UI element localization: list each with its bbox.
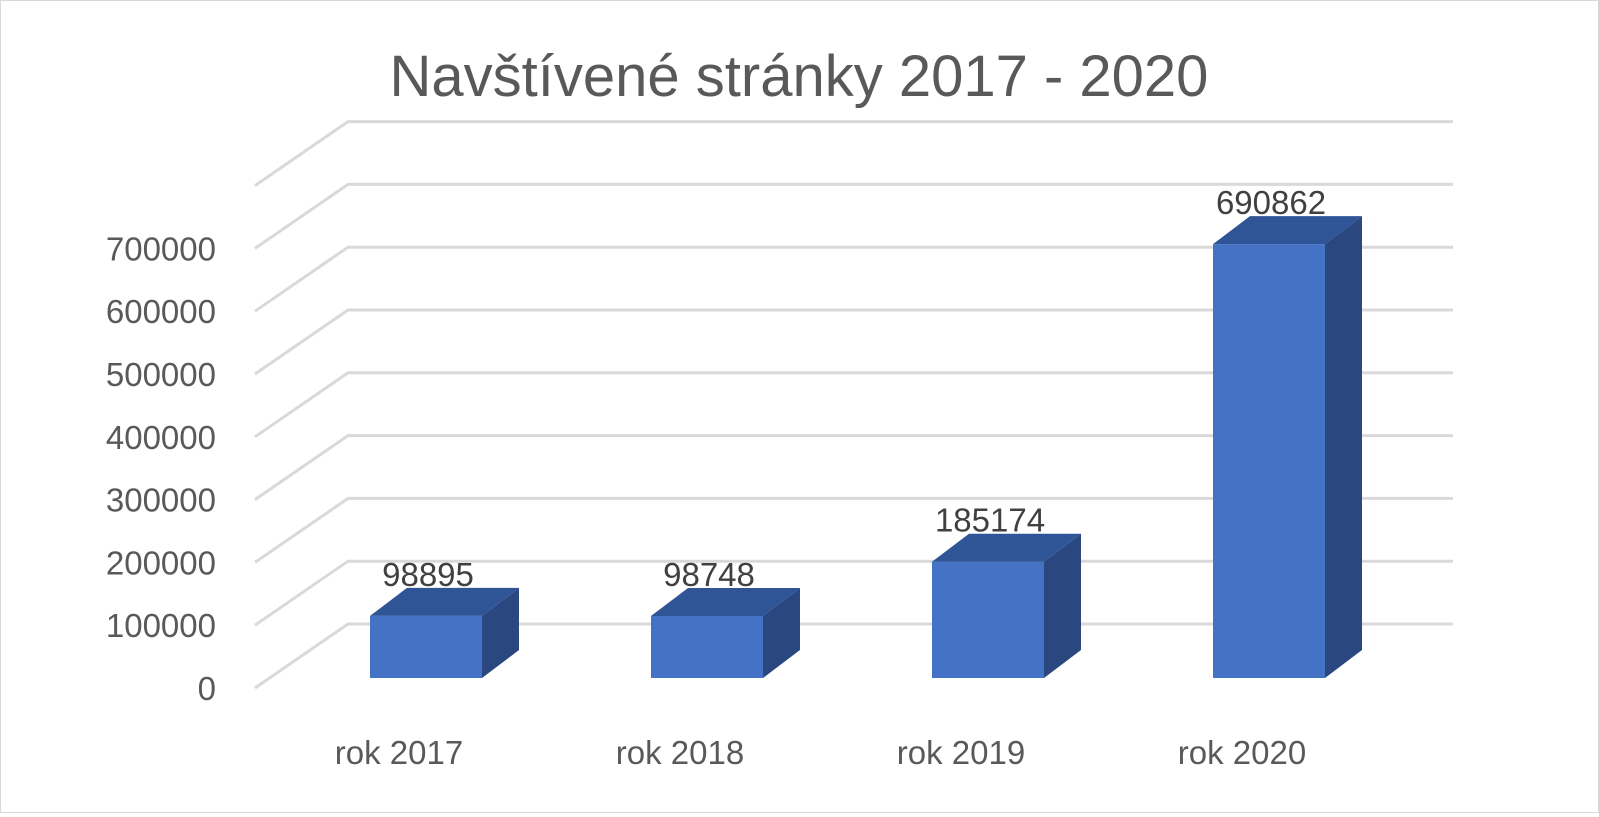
bars: 98895 98748 185174 690862 xyxy=(370,184,1362,678)
gridlines xyxy=(254,120,1453,690)
gridline xyxy=(254,245,1453,313)
y-tick-label: 300000 xyxy=(106,482,216,519)
bar xyxy=(932,533,1081,678)
bar-top xyxy=(651,587,800,616)
y-tick-label: 600000 xyxy=(106,293,216,330)
bar xyxy=(1213,216,1362,678)
gridline xyxy=(254,182,1453,250)
y-tick-label: 200000 xyxy=(106,544,216,581)
data-label: 98895 xyxy=(382,556,474,593)
y-axis-ticks: 0 100000 200000 300000 400000 500000 600000 700… xyxy=(106,230,216,707)
y-tick-label: 400000 xyxy=(106,419,216,456)
x-axis-categories: rok 2017 rok 2018 rok 2019 rok 2020 xyxy=(335,734,1306,771)
x-category-label: rok 2019 xyxy=(897,734,1025,771)
data-label: 690862 xyxy=(1216,184,1326,221)
y-tick-label: 700000 xyxy=(106,230,216,267)
data-label: 185174 xyxy=(935,502,1045,539)
data-label: 98748 xyxy=(663,556,755,593)
bar-top xyxy=(1213,216,1362,245)
gridline xyxy=(254,371,1453,439)
x-category-label: rok 2017 xyxy=(335,734,463,771)
gridline xyxy=(254,120,1453,187)
bar xyxy=(651,587,800,678)
gridline xyxy=(254,622,1453,690)
bar xyxy=(370,587,519,678)
gridline xyxy=(254,434,1453,501)
bar-top xyxy=(932,533,1081,562)
bar-side xyxy=(1044,533,1081,678)
bar-front xyxy=(370,615,482,678)
bar-side xyxy=(482,587,519,678)
chart-title: Navštívené stránky 2017 - 2020 xyxy=(390,44,1209,109)
bar-front xyxy=(1213,244,1325,678)
y-tick-label: 0 xyxy=(198,670,216,707)
x-category-label: rok 2020 xyxy=(1178,734,1306,771)
y-tick-label: 500000 xyxy=(106,356,216,393)
gridline xyxy=(254,496,1453,564)
bar-side xyxy=(763,587,800,678)
gridline xyxy=(254,308,1453,376)
gridline xyxy=(254,559,1453,627)
bar-side xyxy=(1325,216,1362,678)
bar-front xyxy=(651,615,763,678)
y-tick-label: 100000 xyxy=(106,607,216,644)
bar-top xyxy=(370,587,519,616)
x-category-label: rok 2018 xyxy=(616,734,744,771)
bar-front xyxy=(932,561,1044,678)
